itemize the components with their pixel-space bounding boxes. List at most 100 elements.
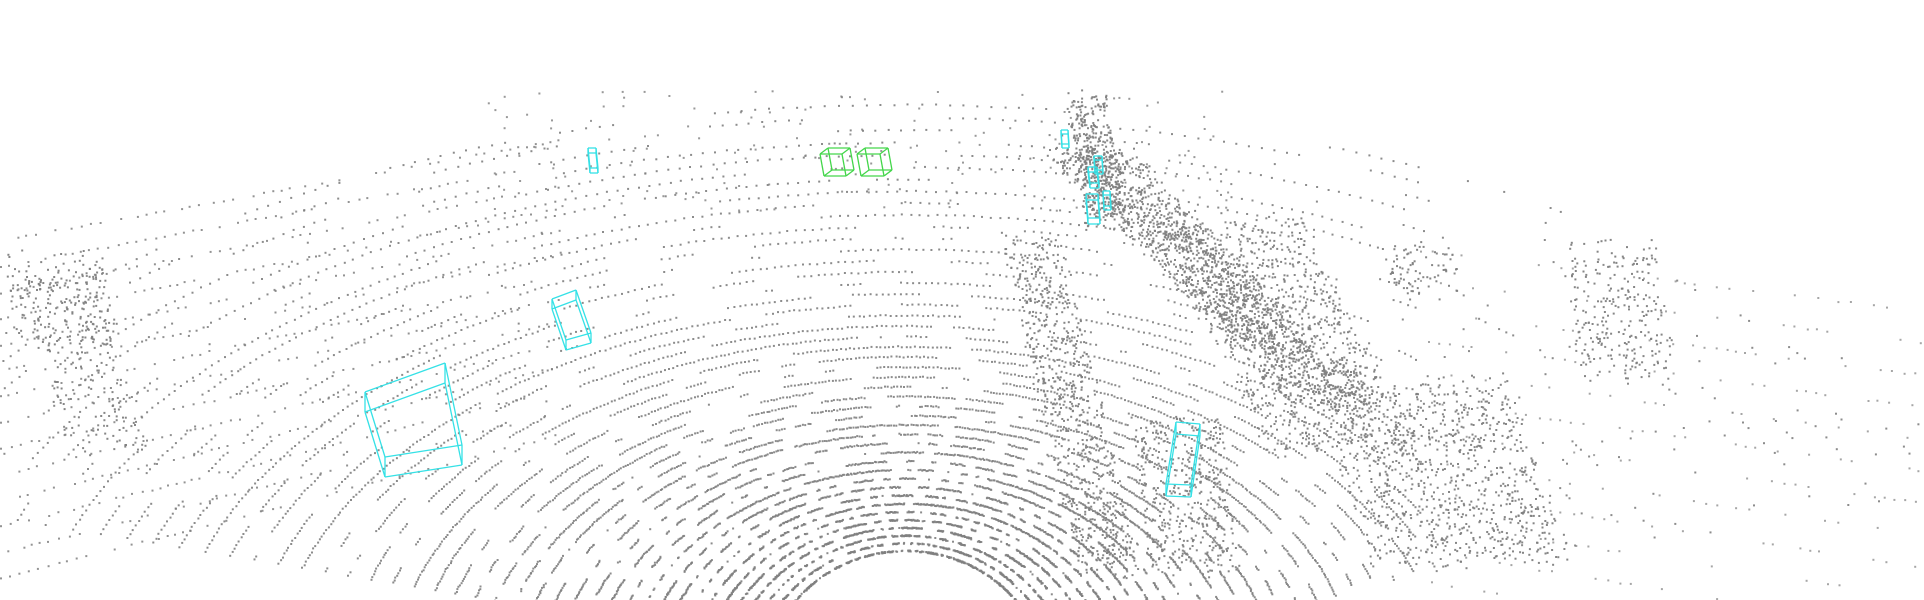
lidar-point [701, 590, 704, 593]
lidar-point [1020, 575, 1022, 578]
lidar-point [974, 557, 977, 560]
lidar-point [779, 547, 782, 550]
lidar-point [898, 495, 901, 498]
lidar-point [935, 488, 938, 491]
lidar-point [713, 461, 716, 464]
lidar-point [954, 426, 957, 429]
lidar-point [850, 407, 852, 410]
lidar-point [674, 540, 677, 543]
lidar-point [561, 586, 564, 589]
lidar-point [702, 551, 705, 554]
lidar-point [1039, 529, 1042, 532]
lidar-point [799, 474, 802, 477]
lidar-point [819, 450, 822, 453]
lidar-point [729, 595, 732, 598]
lidar-point [748, 437, 751, 440]
lidar-point [591, 523, 594, 526]
lidar-point [649, 528, 652, 531]
lidar-point [1046, 422, 1049, 425]
lidar-point [684, 461, 687, 464]
lidar-point [857, 507, 860, 510]
lidar-point [906, 511, 909, 514]
lidar-point [866, 406, 869, 409]
lidar-point [1050, 523, 1053, 526]
lidar-point [795, 505, 798, 508]
lidar-point [960, 482, 962, 485]
lidar-point [616, 470, 618, 473]
lidar-point [1057, 468, 1060, 471]
lidar-point [817, 567, 820, 570]
lidar-point [1135, 479, 1138, 482]
lidar-point [1012, 484, 1015, 487]
lidar-point [1035, 515, 1038, 518]
lidar-point [1138, 526, 1141, 529]
lidar-point [738, 451, 741, 453]
lidar-point [1001, 520, 1004, 523]
lidar-point [763, 533, 766, 536]
lidar-point [1094, 572, 1097, 575]
lidar-point [774, 409, 777, 412]
lidar-point [888, 469, 891, 472]
lidar-point [1037, 494, 1040, 497]
lidar-point [916, 519, 919, 522]
lidar-point [1038, 409, 1041, 412]
lidar-point [1112, 523, 1114, 526]
lidar-point [758, 423, 760, 426]
lidar-point [1021, 497, 1024, 500]
lidar-point [916, 424, 919, 427]
lidar-point [602, 478, 605, 481]
lidar-point [1232, 592, 1235, 595]
lidar-point [1008, 464, 1011, 467]
lidar-point [756, 424, 759, 427]
lidar-point [1025, 555, 1028, 557]
lidar-point [474, 595, 477, 598]
lidar-point [679, 464, 682, 467]
lidar-point [930, 512, 933, 515]
lidar-point [764, 532, 767, 535]
lidar-point [1062, 557, 1065, 560]
lidar-point [1006, 543, 1008, 546]
lidar-point [851, 398, 854, 401]
lidar-point [911, 495, 914, 498]
lidar-point [1236, 519, 1238, 522]
lidar-point [795, 444, 798, 447]
lidar-point [1281, 544, 1284, 547]
lidar-point [769, 553, 772, 556]
lidar-point [1069, 580, 1072, 583]
lidar-point [871, 478, 874, 481]
lidar-point [869, 479, 872, 482]
lidar-point [747, 572, 750, 575]
lidar-point [995, 518, 998, 521]
lidar-point [801, 423, 804, 426]
lidar-point [663, 472, 666, 474]
lidar-point [958, 534, 961, 537]
lidar-point [1166, 499, 1169, 502]
lidar-point [1002, 501, 1005, 504]
lidar-point [874, 537, 876, 540]
lidar-point [1115, 432, 1118, 435]
lidar-point [722, 548, 725, 551]
lidar-point [907, 550, 910, 553]
lidar-point [765, 531, 768, 534]
lidar-point [766, 497, 769, 500]
lidar-point [515, 532, 518, 535]
lidar-point [640, 485, 643, 488]
lidar-point [1037, 564, 1040, 567]
lidar-point [1068, 562, 1071, 565]
lidar-point [760, 591, 763, 594]
lidar-point [1059, 528, 1062, 531]
lidar-point [1020, 590, 1022, 593]
lidar-point [752, 553, 755, 556]
lidar-point [826, 400, 829, 403]
lidar-point [794, 506, 797, 509]
lidar-point [1178, 525, 1181, 528]
lidar-point [781, 501, 784, 504]
lidar-point [681, 595, 684, 597]
lidar-point [738, 535, 741, 538]
lidar-point [1131, 537, 1133, 540]
lidar-point [958, 463, 961, 466]
lidar-point [897, 542, 900, 545]
lidar-point [736, 440, 738, 443]
lidar-point [850, 525, 853, 528]
